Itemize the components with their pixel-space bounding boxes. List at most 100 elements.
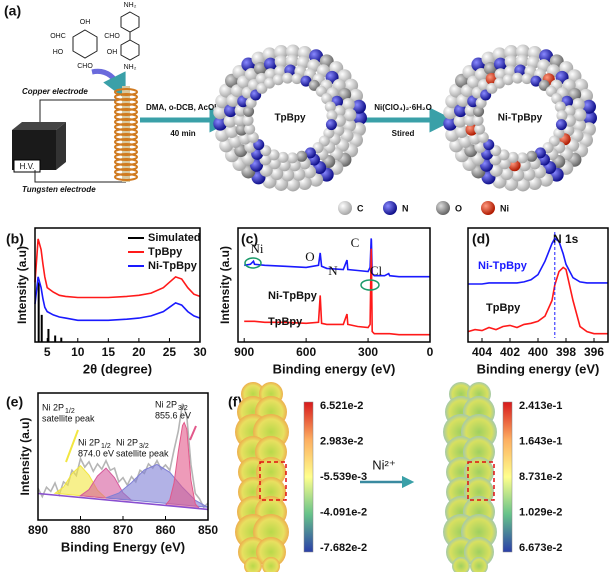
x-tick-label: 0 <box>427 345 434 359</box>
spectrum-line <box>244 238 430 278</box>
element-label: C <box>351 235 360 250</box>
peak-label: Ni 2P <box>155 399 177 409</box>
atom <box>573 108 587 122</box>
atom <box>235 123 248 136</box>
colorbar-label: 2.983e-2 <box>320 435 363 447</box>
atom <box>498 157 511 170</box>
atom-legend-swatch <box>338 201 352 215</box>
esp-lobe <box>256 537 286 567</box>
molecule-label: NH₂ <box>124 64 137 71</box>
atom <box>445 94 460 109</box>
x-tick-label: 400 <box>528 345 548 359</box>
atom <box>456 93 470 107</box>
spectrum-line <box>34 238 201 299</box>
atom <box>498 149 510 161</box>
x-tick-label: 850 <box>198 523 218 537</box>
peak-label: satellite peak <box>42 413 95 423</box>
electrode-label: Copper electrode <box>22 87 88 96</box>
spectrum-line <box>468 237 608 285</box>
monomer-structures <box>72 11 140 61</box>
atom <box>213 105 228 120</box>
atom <box>554 101 566 113</box>
molecule-label: HO <box>53 49 64 56</box>
atom-legend-label: N <box>402 203 409 213</box>
atom <box>453 114 467 128</box>
atom <box>351 99 366 114</box>
spectrum-line <box>467 266 608 335</box>
x-tick-label: 15 <box>102 345 116 359</box>
molecule-label: OHC <box>50 33 66 40</box>
atom <box>551 93 563 105</box>
fitted-peak <box>164 421 201 510</box>
atom <box>526 150 538 162</box>
peak-label: 855.6 eV <box>155 410 191 420</box>
esp-surface <box>235 382 289 572</box>
atom <box>300 75 312 87</box>
atom <box>521 73 533 85</box>
atom <box>492 47 507 62</box>
pyridine-ring <box>120 11 140 33</box>
atom <box>291 73 303 85</box>
legend-label: Simulated <box>148 232 201 244</box>
pointer-arrow <box>65 429 79 463</box>
x-tick-label: 870 <box>113 523 133 537</box>
atom <box>285 54 299 68</box>
hv-label-box <box>13 159 41 173</box>
atom <box>512 72 524 84</box>
atom <box>225 125 239 139</box>
framework-ring <box>443 44 597 192</box>
colorbar-label: -4.091e-2 <box>320 506 367 518</box>
condition-label: 40 min <box>170 129 195 138</box>
atom <box>228 134 242 148</box>
y-axis-label: Intensity (a.u) <box>218 246 232 324</box>
atom <box>481 51 496 66</box>
panel-label: (b) <box>6 231 24 247</box>
series-label: Ni-TpBpy <box>268 290 318 302</box>
atom <box>296 150 308 162</box>
peak-label: N 1s <box>553 232 579 246</box>
y-axis-label: Intensity (a.u) <box>15 246 29 324</box>
x-tick-label: 398 <box>556 345 576 359</box>
colorbar-label: 1.029e-2 <box>519 506 562 518</box>
x-axis-label: 2θ (degree) <box>83 361 152 376</box>
peak-label: satellite peak <box>116 448 169 458</box>
atom <box>342 118 356 132</box>
atom <box>244 123 256 135</box>
x-tick-label: 402 <box>500 345 520 359</box>
condition-label: DMA, o-DCB, AcOH <box>146 103 220 112</box>
peak-label: Ni 2P <box>42 402 64 412</box>
atom <box>285 44 300 59</box>
peak-label: Ni 2P <box>116 437 138 447</box>
feed-arrow <box>91 68 126 100</box>
molecule-label: CHO <box>104 33 120 40</box>
spectrum-line <box>37 492 209 511</box>
atom <box>581 99 596 114</box>
x-axis-label: Binding energy (eV) <box>477 361 600 376</box>
atom <box>286 152 298 164</box>
esp-lobe <box>464 537 494 567</box>
x-tick-label: 900 <box>234 345 254 359</box>
atom <box>341 97 355 111</box>
atom <box>274 55 288 69</box>
spectrum-line <box>34 276 201 322</box>
x-tick-label: 396 <box>584 345 604 359</box>
atom <box>304 147 316 159</box>
wire <box>34 170 126 183</box>
atom <box>215 94 230 109</box>
arrow-label: Ni²⁺ <box>372 457 395 472</box>
colorbar <box>502 401 513 553</box>
coordination-site <box>259 461 287 501</box>
atom <box>242 114 254 126</box>
condition-label: Stired <box>392 129 415 138</box>
atom <box>515 54 529 68</box>
atom <box>324 101 336 113</box>
atom <box>458 134 472 148</box>
hv-label: H.V. <box>20 162 35 171</box>
atom <box>556 110 568 122</box>
hv-box-side <box>56 122 66 170</box>
atom <box>477 131 489 143</box>
highlight <box>360 279 380 291</box>
plot-frame <box>34 227 201 343</box>
x-tick-label: 30 <box>193 345 207 359</box>
atom <box>443 105 458 120</box>
